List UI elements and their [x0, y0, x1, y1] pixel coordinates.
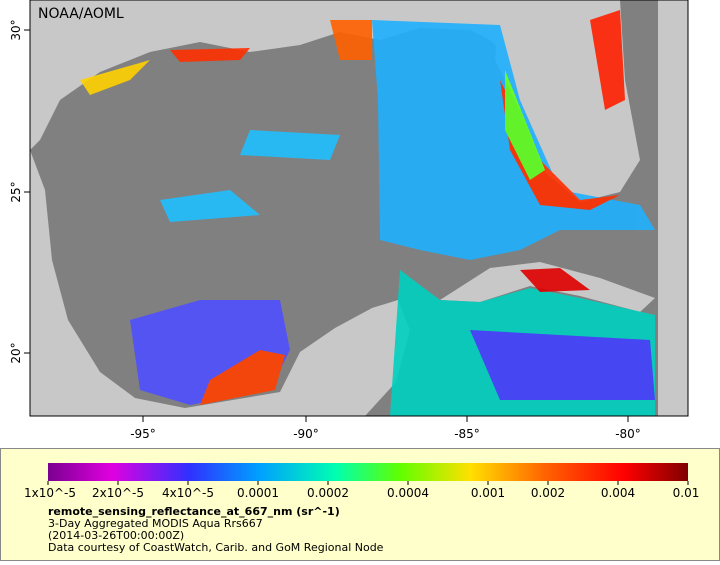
colorbar-label: 0.0004 — [387, 486, 429, 500]
caption-line: (2014-03-26T00:00:00Z) — [48, 529, 184, 542]
colorbar-label: 2x10^-5 — [92, 486, 144, 500]
map: NOAA/AOML — [29, 0, 689, 417]
lon-tick-label: -80° — [615, 427, 641, 441]
variable-name: remote_sensing_reflectance_at_667_nm (sr… — [48, 505, 340, 518]
colorbar-label: 0.004 — [601, 486, 635, 500]
land — [30, 150, 410, 416]
colorbar — [48, 463, 688, 481]
colorbar-label: 0.002 — [531, 486, 565, 500]
colorbar-label: 0.001 — [471, 486, 505, 500]
lon-tick-label: -90° — [293, 427, 319, 441]
colorbar-label: 0.01 — [673, 486, 700, 500]
label-box — [32, 2, 136, 24]
colorbar-label: 0.0002 — [307, 486, 349, 500]
map-frame — [29, 0, 689, 417]
lat-tick-label: 20° — [9, 342, 23, 363]
lon-tick-label: -95° — [130, 427, 156, 441]
data-overlay — [80, 10, 655, 416]
land — [30, 0, 560, 150]
colorbar-label: 1x10^-5 — [24, 486, 76, 500]
caption-line: Data courtesy of CoastWatch, Carib. and … — [48, 541, 384, 554]
lat-tick-label: 25° — [9, 181, 23, 202]
colorbar-label: 0.0001 — [237, 486, 279, 500]
caption-line: 3-Day Aggregated MODIS Aqua Rrs667 — [48, 517, 263, 530]
colorbar-label: 4x10^-5 — [162, 486, 214, 500]
lat-tick-label: 30° — [9, 19, 23, 40]
lon-tick-label: -85° — [454, 427, 480, 441]
land — [658, 0, 688, 416]
map-label: NOAA/AOML — [38, 6, 124, 22]
